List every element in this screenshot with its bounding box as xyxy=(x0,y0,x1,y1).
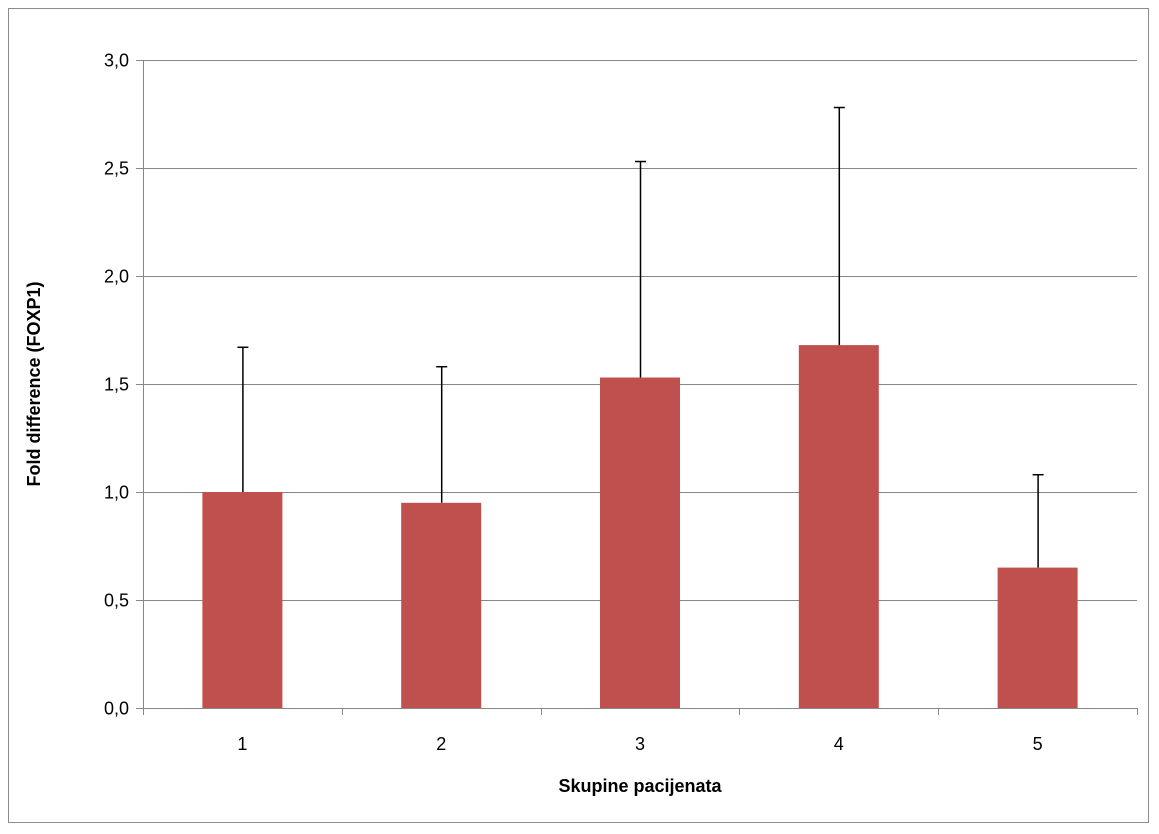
y-tick-label: 2,5 xyxy=(104,159,129,179)
bar xyxy=(997,567,1078,708)
x-tick-label: 5 xyxy=(1033,734,1043,754)
y-tick-label: 0,0 xyxy=(104,699,129,719)
tick-labels: 0,0 0,5 1,0 1,5 2,0 2,5 3,0 1 2 3 4 5 xyxy=(104,51,1043,755)
x-axis-title: Skupine pacijenata xyxy=(558,776,722,796)
y-tick-label: 2,0 xyxy=(104,267,129,287)
y-tick-label: 1,0 xyxy=(104,483,129,503)
x-tick-label: 4 xyxy=(834,734,844,754)
bars xyxy=(202,345,1078,708)
bar xyxy=(600,377,680,708)
x-tick-label: 1 xyxy=(237,734,247,754)
bar xyxy=(798,345,879,708)
bar xyxy=(401,502,482,708)
bar xyxy=(202,492,283,708)
y-tick-label: 0,5 xyxy=(104,591,129,611)
axes xyxy=(136,60,1138,715)
y-axis-title: Fold difference (FOXP1) xyxy=(24,281,44,486)
y-tick-label: 1,5 xyxy=(104,375,129,395)
error-bars xyxy=(237,106,1044,568)
x-tick-label: 3 xyxy=(635,734,645,754)
x-tick-label: 2 xyxy=(436,734,446,754)
chart-frame xyxy=(8,8,1149,823)
y-tick-label: 3,0 xyxy=(104,51,129,71)
